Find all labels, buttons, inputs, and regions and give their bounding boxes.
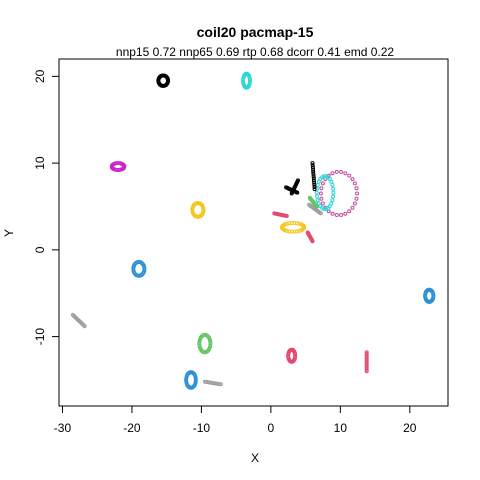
data-point (351, 178, 354, 181)
data-point (331, 172, 334, 175)
x-axis: -30 -20 -10 0 10 20 (54, 406, 417, 435)
data-point (340, 214, 343, 217)
data-point (355, 197, 358, 200)
data-point (332, 195, 335, 198)
y-tick-label: -10 (33, 328, 47, 346)
y-tick-label: 20 (33, 69, 47, 83)
data-point (316, 199, 319, 202)
x-tick-label: -30 (54, 421, 72, 435)
data-point (320, 197, 323, 200)
x-tick-label: 10 (334, 421, 348, 435)
data-point (321, 202, 324, 205)
data-point (353, 182, 356, 185)
data-point (332, 187, 335, 190)
data-point (331, 183, 334, 186)
data-point (353, 202, 356, 205)
data-point (356, 192, 359, 195)
data-point (348, 210, 351, 213)
chart-title: coil20 pacmap-15 (197, 24, 314, 40)
chart-subtitle: nnp15 0.72 nnp65 0.69 rtp 0.68 dcorr 0.4… (116, 45, 395, 59)
data-point (330, 202, 333, 205)
data-point (316, 183, 319, 186)
data-point (319, 192, 322, 195)
data-point (340, 170, 343, 173)
data-point (351, 206, 354, 209)
data-point (332, 191, 335, 194)
data-point (348, 174, 351, 177)
data-point (317, 180, 320, 183)
y-axis-label: Y (2, 229, 16, 237)
y-tick-label: 0 (33, 246, 47, 253)
data-point (313, 188, 316, 191)
data-point (355, 187, 358, 190)
plot-frame (59, 59, 448, 406)
data-point (335, 170, 338, 173)
data-point (321, 182, 324, 185)
data-point (344, 172, 347, 175)
x-tick-label: 20 (403, 421, 417, 435)
data-point (335, 214, 338, 217)
x-axis-label: X (251, 451, 259, 465)
x-tick-label: 0 (268, 421, 275, 435)
data-point (209, 344, 212, 347)
data-point (316, 195, 319, 198)
data-point (344, 212, 347, 215)
y-axis: -10 0 10 20 (33, 69, 59, 345)
x-tick-label: -20 (123, 421, 141, 435)
data-points (71, 72, 435, 389)
y-tick-label: 10 (33, 156, 47, 170)
data-point (320, 187, 323, 190)
data-point (331, 199, 334, 202)
data-point (331, 212, 334, 215)
x-tick-label: -10 (193, 421, 211, 435)
data-point (315, 191, 318, 194)
